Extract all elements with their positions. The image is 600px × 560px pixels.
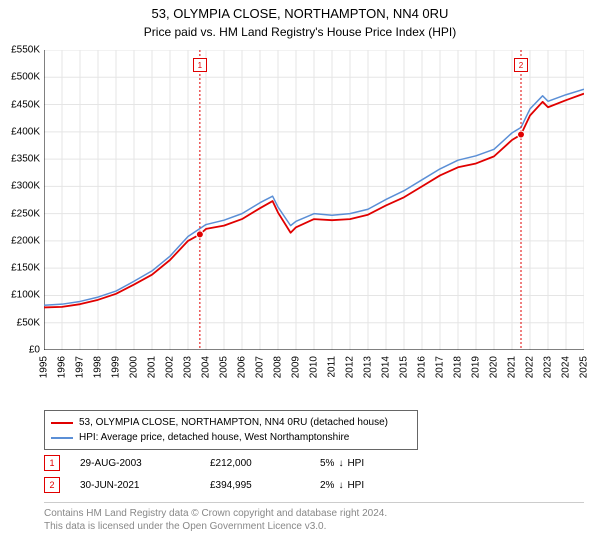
x-tick-label: 2012 bbox=[345, 356, 356, 378]
y-tick-label: £50K bbox=[17, 317, 40, 328]
y-tick-label: £0 bbox=[29, 345, 40, 356]
legend-swatch bbox=[51, 437, 73, 439]
x-tick-label: 1995 bbox=[39, 356, 50, 378]
y-tick-label: £150K bbox=[11, 263, 40, 274]
sale-price: £212,000 bbox=[210, 458, 300, 469]
legend-swatch bbox=[51, 422, 73, 424]
x-tick-label: 1997 bbox=[75, 356, 86, 378]
x-tick-label: 2023 bbox=[543, 356, 554, 378]
x-tick-label: 2014 bbox=[381, 356, 392, 378]
sale-price: £394,995 bbox=[210, 480, 300, 491]
x-tick-label: 2010 bbox=[309, 356, 320, 378]
footer-line1: Contains HM Land Registry data © Crown c… bbox=[44, 507, 584, 520]
sale-date: 29-AUG-2003 bbox=[80, 458, 190, 469]
chart-title: 53, OLYMPIA CLOSE, NORTHAMPTON, NN4 0RU bbox=[0, 0, 600, 23]
y-tick-label: £550K bbox=[11, 45, 40, 56]
chart-plot: 12 bbox=[44, 50, 584, 350]
y-tick-label: £500K bbox=[11, 72, 40, 83]
footer-line2: This data is licensed under the Open Gov… bbox=[44, 520, 584, 533]
y-tick-label: £200K bbox=[11, 235, 40, 246]
x-tick-label: 2003 bbox=[183, 356, 194, 378]
x-tick-label: 2018 bbox=[453, 356, 464, 378]
legend-label: HPI: Average price, detached house, West… bbox=[79, 430, 349, 445]
sale-date: 30-JUN-2021 bbox=[80, 480, 190, 491]
legend: 53, OLYMPIA CLOSE, NORTHAMPTON, NN4 0RU … bbox=[44, 410, 418, 450]
x-tick-label: 2006 bbox=[237, 356, 248, 378]
x-tick-label: 2015 bbox=[399, 356, 410, 378]
x-tick-label: 1999 bbox=[111, 356, 122, 378]
y-tick-label: £250K bbox=[11, 208, 40, 219]
sale-marker-2: 2 bbox=[514, 58, 528, 72]
sales-table: 1 29-AUG-2003 £212,000 5% ↓ HPI 2 30-JUN-2021… bbox=[44, 452, 584, 496]
legend-item: HPI: Average price, detached house, West… bbox=[51, 430, 411, 445]
x-tick-label: 1998 bbox=[93, 356, 104, 378]
y-tick-label: £450K bbox=[11, 99, 40, 110]
x-tick-label: 2016 bbox=[417, 356, 428, 378]
sale-diff: 2% ↓ HPI bbox=[320, 480, 364, 491]
x-tick-label: 2024 bbox=[561, 356, 572, 378]
x-axis-labels: 1995199619971998199920002001200220032004… bbox=[44, 352, 584, 408]
x-tick-label: 2009 bbox=[291, 356, 302, 378]
x-tick-label: 2008 bbox=[273, 356, 284, 378]
sale-row: 2 30-JUN-2021 £394,995 2% ↓ HPI bbox=[44, 474, 584, 496]
x-tick-label: 2019 bbox=[471, 356, 482, 378]
x-tick-label: 2007 bbox=[255, 356, 266, 378]
x-tick-label: 2005 bbox=[219, 356, 230, 378]
x-tick-label: 1996 bbox=[57, 356, 68, 378]
sale-idx: 2 bbox=[44, 477, 60, 493]
x-tick-label: 2004 bbox=[201, 356, 212, 378]
x-tick-label: 2022 bbox=[525, 356, 536, 378]
legend-item: 53, OLYMPIA CLOSE, NORTHAMPTON, NN4 0RU … bbox=[51, 415, 411, 430]
y-axis-labels: £0£50K£100K£150K£200K£250K£300K£350K£400… bbox=[0, 50, 42, 350]
y-tick-label: £300K bbox=[11, 181, 40, 192]
y-tick-label: £350K bbox=[11, 154, 40, 165]
x-tick-label: 2020 bbox=[489, 356, 500, 378]
x-tick-label: 2025 bbox=[579, 356, 590, 378]
legend-label: 53, OLYMPIA CLOSE, NORTHAMPTON, NN4 0RU … bbox=[79, 415, 388, 430]
x-tick-label: 2021 bbox=[507, 356, 518, 378]
sale-row: 1 29-AUG-2003 £212,000 5% ↓ HPI bbox=[44, 452, 584, 474]
sale-diff: 5% ↓ HPI bbox=[320, 458, 364, 469]
x-tick-label: 2002 bbox=[165, 356, 176, 378]
x-tick-label: 2001 bbox=[147, 356, 158, 378]
x-tick-label: 2000 bbox=[129, 356, 140, 378]
footer-attribution: Contains HM Land Registry data © Crown c… bbox=[44, 502, 584, 533]
chart-subtitle: Price paid vs. HM Land Registry's House … bbox=[0, 23, 600, 43]
x-tick-label: 2017 bbox=[435, 356, 446, 378]
y-tick-label: £100K bbox=[11, 290, 40, 301]
x-tick-label: 2013 bbox=[363, 356, 374, 378]
sale-marker-1: 1 bbox=[193, 58, 207, 72]
y-tick-label: £400K bbox=[11, 126, 40, 137]
sale-idx: 1 bbox=[44, 455, 60, 471]
x-tick-label: 2011 bbox=[327, 356, 338, 378]
